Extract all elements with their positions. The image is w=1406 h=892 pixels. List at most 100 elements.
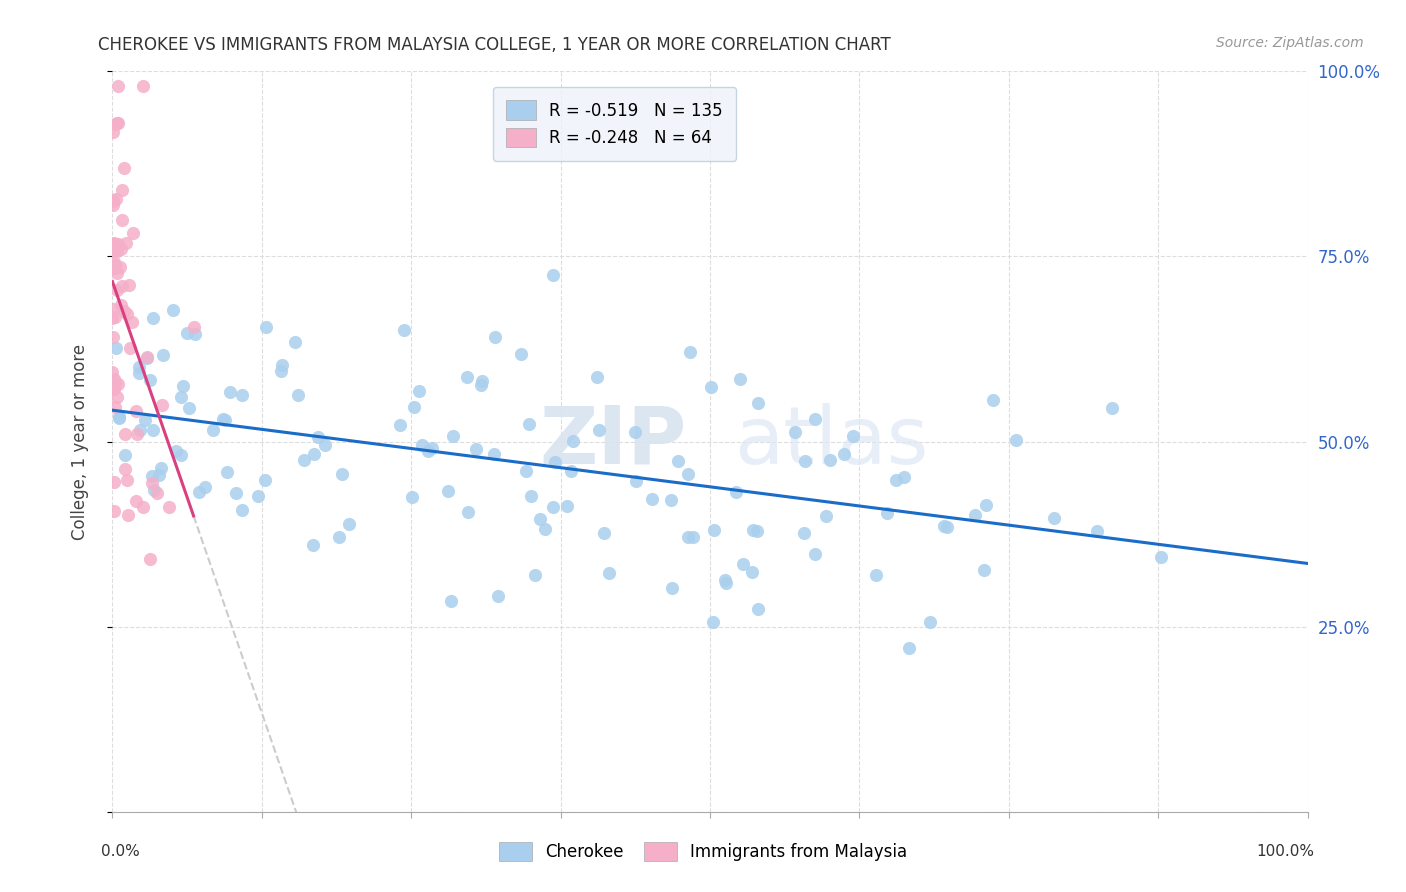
Point [420,441,443,455]
Point [114,427,136,442]
Point [586,370,609,384]
Point [146,485,169,500]
Point [543,268,565,282]
Point [287,388,309,402]
Point [742,523,765,537]
Point [270,364,292,378]
Point [520,489,543,503]
Point [814,509,837,524]
Point [107,410,129,425]
Point [893,470,915,484]
Point [103,382,125,396]
Point [183,319,205,334]
Point [104,192,127,206]
Point [292,453,315,467]
Point [934,518,956,533]
Text: ZIP: ZIP [538,402,686,481]
Point [515,464,537,478]
Point [920,615,942,630]
Point [392,323,415,337]
Point [136,350,159,364]
Point [101,330,124,344]
Point [747,396,769,410]
Point [408,384,430,398]
Point [703,523,725,537]
Point [101,365,124,379]
Point [598,566,620,580]
Y-axis label: College, 1 year or more: College, 1 year or more [70,343,89,540]
Point [111,183,134,197]
Point [105,116,128,130]
Point [115,474,138,488]
Point [103,382,125,396]
Point [731,557,754,571]
Point [176,326,198,341]
Point [141,475,163,490]
Point [725,484,748,499]
Point [101,194,124,209]
Point [114,161,135,175]
Point [661,581,683,595]
Point [974,498,997,512]
Point [103,125,125,139]
Point [484,330,506,344]
Point [741,565,763,579]
Point [713,574,735,588]
Point [103,372,125,386]
Text: 0.0%: 0.0% [101,845,141,859]
Point [215,466,238,480]
Point [401,491,423,505]
Point [246,489,269,503]
Point [104,258,127,272]
Point [700,380,723,394]
Point [114,235,136,250]
Point [529,512,551,526]
Point [510,347,533,361]
Point [314,438,336,452]
Point [702,615,724,630]
Point [103,504,125,518]
Point [125,403,148,417]
Point [201,423,224,437]
Point [416,443,439,458]
Point [104,117,127,131]
Point [104,341,127,355]
Point [557,500,579,514]
Point [101,198,124,212]
Point [118,278,141,293]
Point [402,400,425,414]
Point [679,345,702,359]
Point [339,516,361,531]
Point [411,438,433,452]
Point [533,522,555,536]
Point [562,434,585,449]
Point [876,507,898,521]
Point [112,304,135,318]
Point [107,79,129,94]
Point [640,491,662,506]
Point [103,301,125,316]
Point [1005,433,1028,447]
Point [194,480,217,494]
Point [676,467,699,481]
Point [793,454,815,468]
Point [101,193,124,207]
Point [884,474,907,488]
Point [128,423,150,437]
Point [1150,550,1173,565]
Point [148,467,170,482]
Point [214,413,236,427]
Point [107,236,129,251]
Point [122,226,145,240]
Point [231,388,253,402]
Point [107,409,129,424]
Point [172,379,194,393]
Point [593,526,616,541]
Point [124,494,146,508]
Point [103,254,125,268]
Point [107,377,129,392]
Point [963,508,986,522]
Point [714,576,737,591]
Point [747,602,769,616]
Point [271,358,294,372]
